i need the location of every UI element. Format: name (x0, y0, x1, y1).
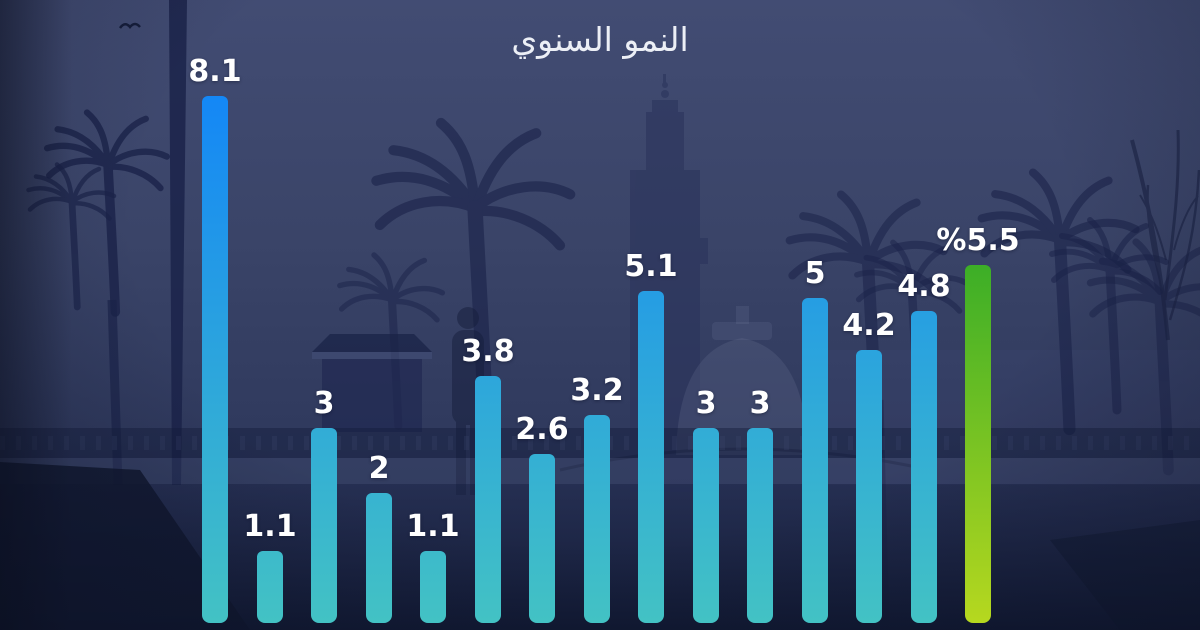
bar-value-label: 5.1 (624, 249, 678, 284)
bar-value-label: 2.6 (515, 412, 569, 447)
bar-value-label: 1.1 (406, 509, 460, 544)
bar-value-label: 3.2 (570, 373, 624, 408)
bar (475, 376, 501, 623)
chart-title: النمو السنوي (511, 20, 689, 59)
bar-value-label: 3.8 (461, 334, 515, 369)
bar (747, 428, 773, 623)
bar-value-label: %5.5 (936, 223, 1020, 258)
bar-value-label: 8.1 (188, 54, 242, 89)
bar-value-label: 4.2 (842, 308, 896, 343)
bar (911, 311, 937, 623)
bar (529, 454, 555, 623)
bar (638, 291, 664, 623)
bar (420, 551, 446, 623)
bar-highlight (965, 265, 991, 623)
bar-value-label: 1.1 (243, 509, 297, 544)
bar (584, 415, 610, 623)
bar-value-label: 2 (368, 451, 390, 486)
bar (802, 298, 828, 623)
bar-value-label: 4.8 (897, 269, 951, 304)
bar-value-label: 5 (804, 256, 826, 291)
bar-value-label: 3 (313, 386, 335, 421)
bar (257, 551, 283, 623)
bar (693, 428, 719, 623)
bar (202, 96, 228, 623)
bar-value-label: 3 (749, 386, 771, 421)
bar (856, 350, 882, 623)
